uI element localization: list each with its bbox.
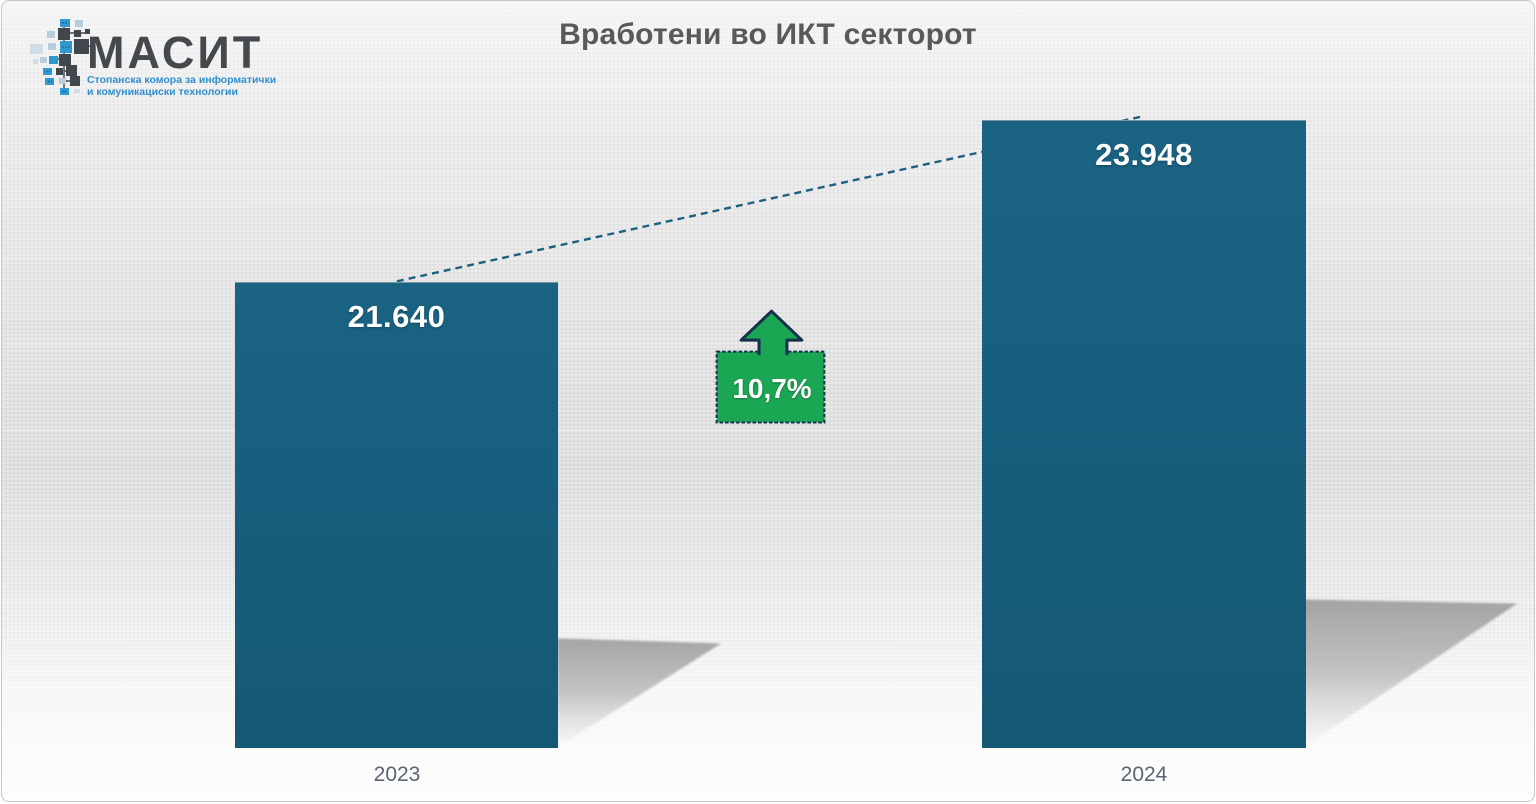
x-axis-label-2023: 2023 xyxy=(373,763,421,786)
up-arrow-icon xyxy=(739,309,804,356)
masit-logo: МАСИТ Стопанска комора за информатички и… xyxy=(27,7,347,105)
bar-2023: 21.640 xyxy=(235,282,558,748)
masit-logo-name: МАСИТ xyxy=(87,27,264,78)
bar-2024-shadow xyxy=(1303,599,1518,748)
growth-percentage-label: 10,7% xyxy=(732,373,812,404)
x-axis-label-2024: 2024 xyxy=(1120,763,1168,786)
bar-2024: 23.948 xyxy=(982,120,1306,748)
masit-logo-tagline-line1: Стопанска комора за информатички xyxy=(87,74,277,86)
masit-logo-tagline-line2: и комуникациски технологии xyxy=(87,85,238,98)
bar-2023-value-label: 21.640 xyxy=(347,299,446,334)
bar-2023-shadow xyxy=(557,638,722,748)
bar-2024-value-label: 23.948 xyxy=(1095,137,1193,172)
masit-logo-mosaic-icon xyxy=(30,19,91,95)
chart-title: Вработени во ИКТ секторот xyxy=(559,18,977,51)
masit-logo-text: МАСИТ Стопанска комора за информатички и… xyxy=(87,27,277,98)
